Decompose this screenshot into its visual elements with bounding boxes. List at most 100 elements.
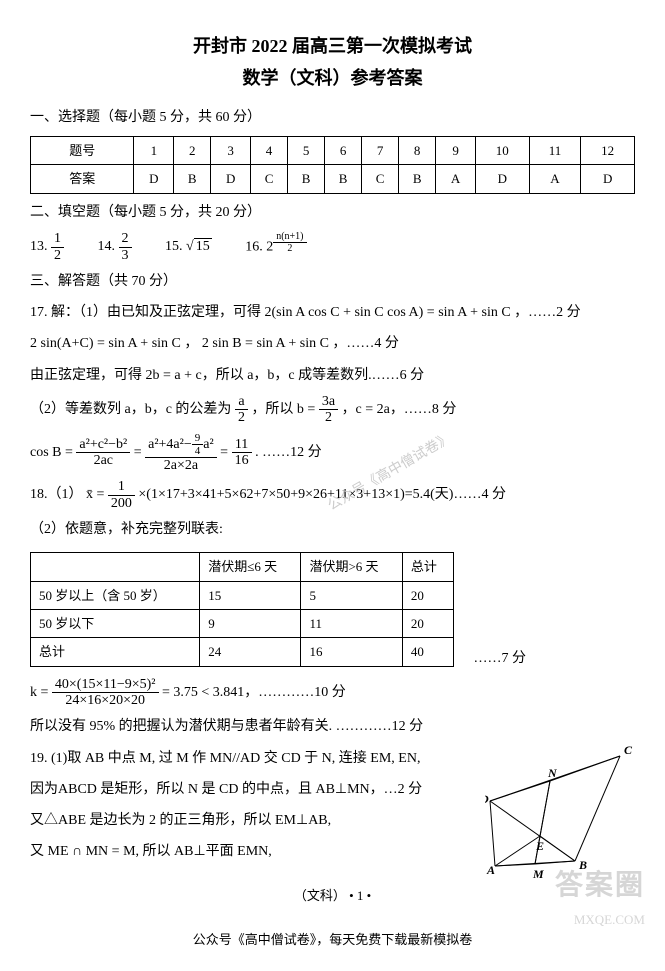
ct-h2: 潜伏期≤6 天 — [200, 553, 301, 581]
q17-l5-f3n: 11 — [232, 437, 252, 453]
q13-den: 2 — [51, 248, 64, 263]
q18-l3-pre: k = — [30, 685, 52, 700]
q14-den: 3 — [119, 248, 132, 263]
ct-r2c3: 11 — [301, 609, 402, 637]
num-5: 5 — [288, 136, 325, 164]
q17-line1: 17. 解：（1）由已知及正弦定理，可得 2(sin A cos C + sin… — [30, 300, 635, 325]
ans-8: B — [399, 165, 436, 193]
q17-l5-post: . ……12 分 — [255, 445, 322, 460]
q17-l4-f1d: 2 — [235, 410, 248, 425]
q17-l4-mid: ，所以 b = — [251, 402, 318, 417]
q16-exp-num: n(n+1) — [273, 231, 306, 243]
q15-label: 15. — [165, 239, 183, 254]
ct-h1 — [31, 553, 200, 581]
ct-r3c2: 24 — [200, 638, 301, 666]
ct-r1c2: 15 — [200, 581, 301, 609]
q17-l5-eq1: = — [134, 445, 145, 460]
q17-l5-f2nb: a² — [203, 436, 213, 451]
q16-label: 16. — [245, 239, 263, 254]
q17-line3: 由正弦定理，可得 2b = a + c，所以 a，b，c 成等差数列.……6 分 — [30, 363, 635, 388]
ans-10: D — [475, 165, 529, 193]
q17-line2: 2 sin(A+C) = sin A + sin C ， 2 sin B = s… — [30, 331, 635, 356]
q17-line5: cos B = a²+c²−b²2ac = a²+4a²−94a² 2a×2a … — [30, 432, 635, 474]
q14-label: 14. — [98, 239, 116, 254]
section3-heading: 三、解答题（共 70 分） — [30, 269, 635, 294]
choice-answer-table: 题号 1 2 3 4 5 6 7 8 9 10 11 12 答案 D B D C… — [30, 136, 635, 194]
q18-line1: 18.（1） x̄ = 1200 ×(1×17+3×41+5×62+7×50+9… — [30, 479, 635, 511]
q18-l3-d: 24×16×20×20 — [52, 693, 159, 708]
svg-text:B: B — [578, 858, 587, 872]
q18-line4: 所以没有 95% 的把握认为潜伏期与患者年龄有关. …………12 分 — [30, 714, 635, 739]
ans-3: D — [211, 165, 251, 193]
title-line-1: 开封市 2022 届高三第一次模拟考试 — [30, 30, 635, 62]
q18-line3: k = 40×(15×11−9×5)²24×16×20×20 = 3.75 < … — [30, 677, 635, 709]
svg-text:D: D — [485, 792, 489, 806]
ct-h3: 潜伏期>6 天 — [301, 553, 402, 581]
svg-text:A: A — [486, 863, 495, 877]
q17-l4-post: ，c = 2a，……8 分 — [342, 402, 457, 417]
svg-text:C: C — [624, 746, 633, 757]
num-3: 3 — [211, 136, 251, 164]
q17-line4: （2）等差数列 a，b，c 的公差为 a2 ，所以 b = 3a2 ，c = 2… — [30, 394, 635, 426]
q18-l1-post: ×(1×17+3×41+5×62+7×50+9×26+11×3+13×1)=5.… — [138, 487, 506, 502]
num-8: 8 — [399, 136, 436, 164]
ct-r2c1: 50 岁以下 — [31, 609, 200, 637]
ans-11: A — [529, 165, 581, 193]
num-4: 4 — [251, 136, 288, 164]
svg-text:M: M — [532, 867, 544, 881]
ans-5: B — [288, 165, 325, 193]
num-7: 7 — [362, 136, 399, 164]
q17-l4-f2d: 2 — [319, 410, 338, 425]
geometry-diagram: ABCDEMN — [485, 746, 635, 881]
ct-r3c1: 总计 — [31, 638, 200, 666]
section1-heading: 一、选择题（每小题 5 分，共 60 分） — [30, 105, 635, 130]
q13: 13. 12 — [30, 231, 64, 263]
q13-label: 13. — [30, 239, 48, 254]
q16-exp-den: 2 — [273, 243, 306, 254]
q17-l4-f1n: a — [235, 394, 248, 410]
num-12: 12 — [581, 136, 635, 164]
num-11: 11 — [529, 136, 581, 164]
q18-l3-post: = 3.75 < 3.841，…………10 分 — [162, 685, 346, 700]
title-line-2: 数学（文科）参考答案 — [30, 62, 635, 94]
num-6: 6 — [325, 136, 362, 164]
q18-l1-fd: 200 — [108, 496, 135, 511]
ct-post: ……7 分 — [474, 646, 527, 671]
q17-l5-f1d: 2ac — [76, 453, 130, 468]
q17-l5-f2nfd: 4 — [192, 445, 204, 457]
q15: 15. √15 — [165, 234, 212, 259]
q17-l5-pre: cos B = — [30, 445, 76, 460]
q17-l5-eq2: = — [220, 445, 231, 460]
footer-page: （文科） • 1 • — [30, 884, 635, 907]
footer-bottom: 公众号《高中僧试卷》，每天免费下载最新模拟卷 — [30, 928, 635, 951]
q17-l5-f2nfn: 9 — [192, 432, 204, 445]
ct-h4: 总计 — [402, 553, 453, 581]
num-1: 1 — [134, 136, 174, 164]
svg-text:N: N — [547, 766, 558, 780]
q15-val: 15 — [194, 238, 212, 254]
ct-r3c4: 40 — [402, 638, 453, 666]
q17-l5-f2na: a²+4a²− — [148, 436, 192, 451]
contingency-table: 潜伏期≤6 天 潜伏期>6 天 总计 50 岁以上（含 50 岁） 15 5 2… — [30, 552, 454, 667]
ans-1: D — [134, 165, 174, 193]
section2-heading: 二、填空题（每小题 5 分，共 20 分） — [30, 200, 635, 225]
q17-l5-f2n: a²+4a²−94a² — [145, 432, 217, 458]
q18-line2: （2）依题意，补充完整列联表: — [30, 517, 635, 542]
q16: 16. 2n(n+1)2 — [245, 231, 306, 260]
q14: 14. 23 — [98, 231, 132, 263]
header-label: 题号 — [31, 136, 134, 164]
q18-l1-pre: 18.（1） x̄ = — [30, 487, 108, 502]
q17-l5-f2d: 2a×2a — [145, 458, 217, 473]
q18-l1-fn: 1 — [108, 479, 135, 495]
q13-num: 1 — [51, 231, 64, 247]
ans-9: A — [436, 165, 476, 193]
ct-r1c3: 5 — [301, 581, 402, 609]
num-2: 2 — [174, 136, 211, 164]
fill-blank-row: 13. 12 14. 23 15. √15 16. 2n(n+1)2 — [30, 231, 635, 263]
ct-r2c4: 20 — [402, 609, 453, 637]
q17-l4-f2n: 3a — [319, 394, 338, 410]
ans-4: C — [251, 165, 288, 193]
ct-r1c1: 50 岁以上（含 50 岁） — [31, 581, 200, 609]
q17-l5-f1n: a²+c²−b² — [76, 437, 130, 453]
ans-2: B — [174, 165, 211, 193]
